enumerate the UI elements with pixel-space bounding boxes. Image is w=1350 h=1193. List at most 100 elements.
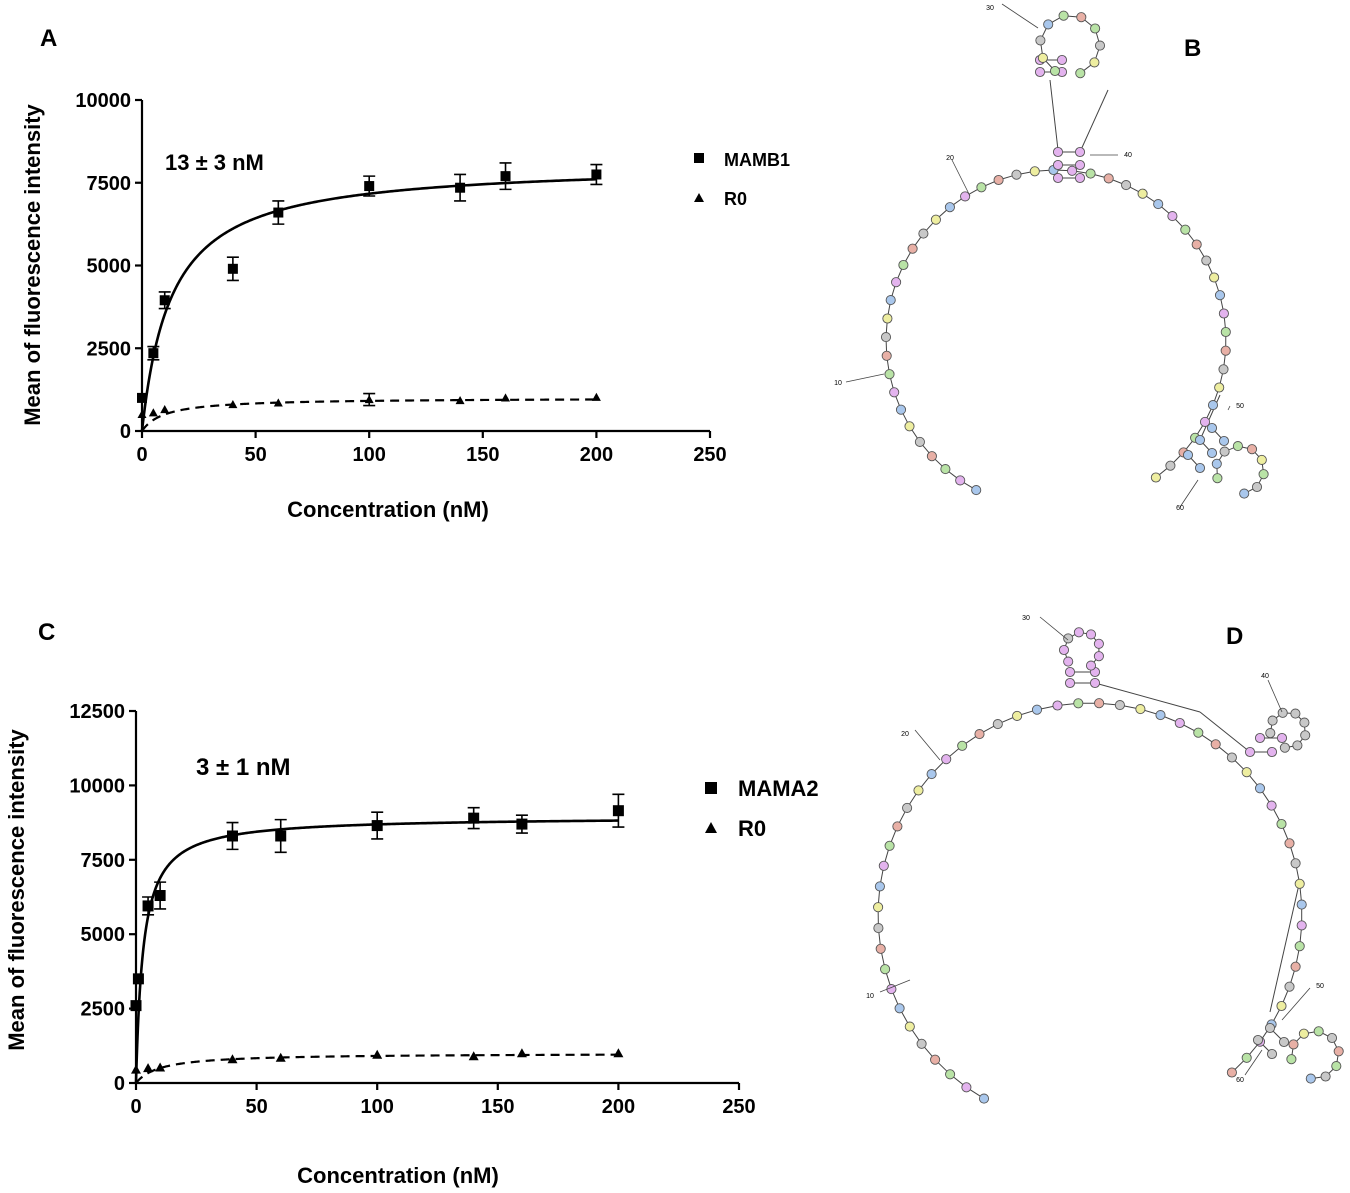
- nucleotide: [881, 350, 892, 361]
- nucleotide: [1182, 449, 1194, 461]
- position-label-leader: [1267, 679, 1283, 713]
- nucleotide: [1214, 382, 1225, 393]
- position-label: 60: [1236, 1077, 1244, 1084]
- nucleotide: [1073, 627, 1084, 638]
- nucleotide: [880, 964, 891, 975]
- nucleotide: [1103, 173, 1114, 184]
- nucleotide: [873, 923, 884, 934]
- nucleotide: [1264, 1022, 1276, 1034]
- backbone-connector: [1269, 879, 1301, 1013]
- nucleotide: [1276, 1000, 1287, 1012]
- nucleotide: [1121, 180, 1132, 191]
- nucleotide: [1333, 1046, 1344, 1057]
- chart-a-x-tick-label: 250: [693, 444, 726, 466]
- chart-c-axes: 0 2500 5000 7500 10000 12500 0 50 100 150 200 250: [69, 701, 755, 1118]
- nucleotide: [1094, 40, 1106, 51]
- nucleotide: [1331, 1061, 1342, 1072]
- nucleotide: [1241, 1052, 1252, 1063]
- nucleotide: [1305, 1073, 1316, 1084]
- position-label: 50: [1316, 983, 1324, 990]
- chart-a-point-mamb1: [227, 263, 238, 274]
- chart-c-point-r0: [227, 1054, 238, 1064]
- nucleotide: [1052, 146, 1064, 158]
- chart-c-legend-label-mama2: MAMA2: [738, 776, 819, 801]
- chart-a-x-tick-label: 50: [244, 444, 266, 466]
- nucleotide: [873, 902, 884, 913]
- nucleotide: [1276, 732, 1288, 744]
- nucleotide: [1193, 727, 1204, 738]
- nucleotide: [1313, 1026, 1324, 1037]
- chart-c-point-r0: [468, 1051, 479, 1061]
- nucleotide: [1254, 732, 1266, 744]
- chart-c-y-tick-label: 12500: [69, 701, 125, 723]
- nucleotide: [1294, 941, 1305, 952]
- nucleotide: [898, 259, 909, 271]
- chart-a-point-mamb1: [591, 169, 602, 180]
- position-label: 10: [834, 380, 842, 387]
- backbone-connector: [1199, 711, 1251, 753]
- nucleotide: [1266, 800, 1277, 811]
- chart-a-x-tick-label: 150: [466, 444, 499, 466]
- nucleotide: [1296, 920, 1307, 931]
- panel-letter-a: A: [40, 25, 57, 52]
- nucleotide: [880, 332, 892, 343]
- chart-c-x-tick-label: 50: [245, 1096, 267, 1118]
- nucleotide: [1085, 629, 1097, 640]
- chart-a-point-r0: [148, 408, 158, 417]
- nucleotide: [944, 202, 955, 213]
- chart-c-point-mama2: [516, 818, 528, 830]
- nucleotide: [941, 754, 952, 765]
- chart-c-x-tick-label: 0: [130, 1096, 141, 1118]
- nucleotide: [1258, 469, 1269, 480]
- nucleotide: [974, 729, 985, 740]
- position-label-leader: [1281, 987, 1311, 1021]
- position-label-leader: [951, 159, 971, 197]
- chart-c-fit-curve-mama2: [134, 819, 619, 1083]
- nucleotide: [1256, 454, 1267, 465]
- nucleotide: [875, 943, 886, 954]
- nucleotide: [1012, 710, 1023, 721]
- position-label-leader: [914, 729, 941, 761]
- chart-c-x-tick-label: 200: [602, 1096, 635, 1118]
- nucleotide: [1067, 165, 1078, 176]
- chart-a-point-r0: [591, 392, 601, 401]
- backbone-connector: [1079, 89, 1109, 153]
- position-label: 20: [901, 731, 909, 738]
- position-label-leader: [1001, 3, 1039, 29]
- panel-letter-d: D: [1226, 623, 1243, 650]
- chart-c-y-tick-label: 2500: [81, 999, 126, 1021]
- position-label-leader: [1227, 405, 1231, 411]
- structure-b-position-labels: 30 20 40 10 50 60: [834, 3, 1244, 512]
- nucleotide: [878, 860, 889, 871]
- nucleotide: [1278, 1036, 1290, 1048]
- chart-c-y-tick-label: 0: [114, 1073, 125, 1095]
- nucleotide: [1320, 1071, 1331, 1082]
- chart-a-legend-label-r0: R0: [724, 189, 747, 209]
- nucleotide: [961, 1082, 972, 1093]
- nucleotide: [1286, 1054, 1297, 1065]
- nucleotide: [1246, 444, 1258, 455]
- chart-c-point-r0: [372, 1049, 383, 1059]
- nucleotide: [1220, 326, 1231, 338]
- chart-a-point-mamb1: [159, 295, 170, 306]
- chart-c-point-mama2: [142, 900, 154, 912]
- chart-c-legend: MAMA2 R0: [705, 776, 819, 841]
- nucleotide: [992, 719, 1003, 730]
- chart-a-legend-label-mamb1: MAMB1: [724, 150, 790, 170]
- nucleotide: [885, 295, 896, 306]
- structure-d-nucleotides: [873, 627, 1344, 1104]
- nucleotide: [1239, 488, 1250, 499]
- nucleotide: [889, 387, 900, 398]
- nucleotide: [1037, 52, 1048, 63]
- structure-b-nucleotides: [880, 10, 1269, 499]
- chart-c-point-mama2: [468, 812, 480, 824]
- nucleotide: [1241, 767, 1252, 778]
- nucleotide: [1064, 677, 1076, 689]
- chart-a-y-tick-label: 10000: [75, 90, 131, 112]
- backbone-connector: [1094, 682, 1201, 713]
- nucleotide: [993, 174, 1004, 186]
- chart-a-y-tick-label: 0: [120, 421, 131, 443]
- nucleotide: [882, 313, 893, 324]
- nucleotide: [1090, 23, 1101, 34]
